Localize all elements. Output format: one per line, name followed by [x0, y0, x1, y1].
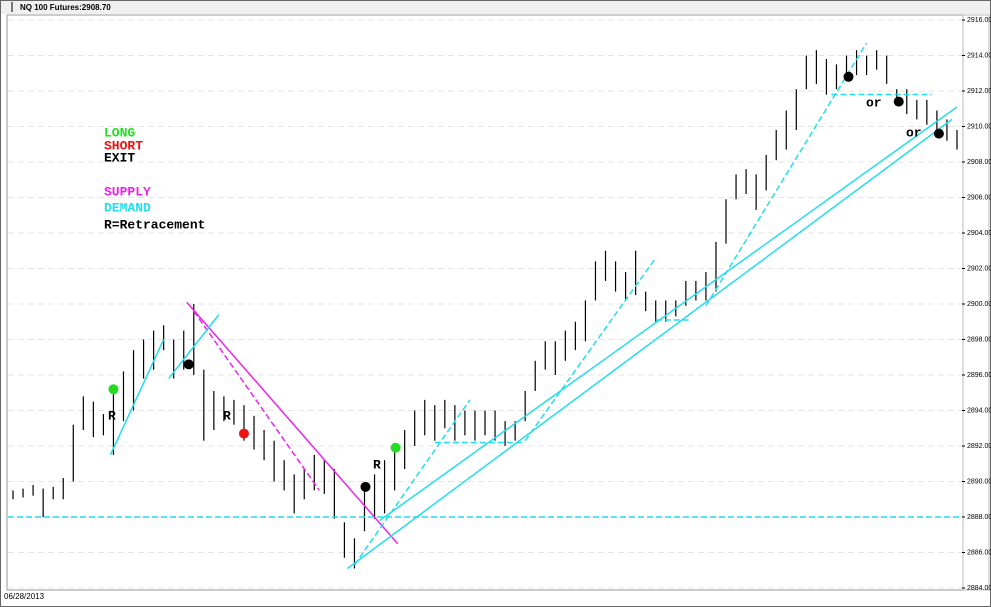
annotation: or	[906, 125, 922, 140]
y-tick-label: 2890.00	[967, 478, 991, 485]
trend-line	[109, 339, 165, 456]
y-tick-label: 2916.00	[967, 17, 991, 24]
legend-label: SHORT	[104, 138, 143, 153]
y-tick-label: 2884.00	[967, 585, 991, 592]
signal-dot	[893, 96, 904, 107]
y-tick-label: 2892.00	[967, 443, 991, 450]
annotation: or	[866, 95, 882, 110]
annotation: R	[373, 457, 381, 472]
date-label: 06/28/2013	[4, 592, 45, 601]
legend-label: SUPPLY	[104, 184, 151, 199]
y-tick-label: 2912.00	[967, 88, 991, 95]
annotation: R	[108, 408, 116, 423]
y-axis-panel	[962, 14, 990, 591]
y-tick-label: 2914.00	[967, 52, 991, 59]
trend-line	[379, 106, 958, 522]
signal-dot	[108, 384, 119, 395]
trend-line	[346, 118, 953, 570]
trend-line	[168, 314, 220, 380]
y-tick-label: 2904.00	[967, 230, 991, 237]
y-tick-label: 2898.00	[967, 336, 991, 343]
grid-layer	[8, 19, 962, 589]
y-tick-label: 2900.00	[967, 301, 991, 308]
legend-label: DEMAND	[104, 200, 151, 215]
title-bar	[0, 0, 991, 14]
y-tick-label: 2908.00	[967, 159, 991, 166]
trend-line	[186, 301, 399, 545]
y-tick-label: 2910.00	[967, 123, 991, 130]
legend-label: R=Retracement	[104, 217, 205, 232]
y-tick-label: 2886.00	[967, 549, 991, 556]
y-tick-label: 2902.00	[967, 265, 991, 272]
signal-dot	[238, 428, 249, 439]
y-tick-label: 2906.00	[967, 194, 991, 201]
annotation: R	[223, 408, 231, 423]
dashed-zone-line	[524, 257, 657, 442]
signal-dot	[183, 359, 194, 370]
dashed-zone-line	[193, 310, 320, 491]
signal-dot	[390, 442, 401, 453]
legend-label: EXIT	[104, 150, 135, 165]
y-tick-label: 2888.00	[967, 514, 991, 521]
dashed-zone-line	[353, 399, 471, 566]
signal-dot	[843, 71, 854, 82]
y-tick-label: 2894.00	[967, 407, 991, 414]
marks-layer	[8, 42, 962, 570]
dashed-zone-line	[705, 42, 868, 307]
chart-title: NQ 100 Futures:2908.70	[20, 3, 111, 12]
signal-dot	[360, 481, 371, 492]
legend-label: LONG	[104, 125, 135, 140]
y-tick-label: 2896.00	[967, 372, 991, 379]
plot-frame	[6, 14, 964, 591]
signal-dot	[933, 128, 944, 139]
